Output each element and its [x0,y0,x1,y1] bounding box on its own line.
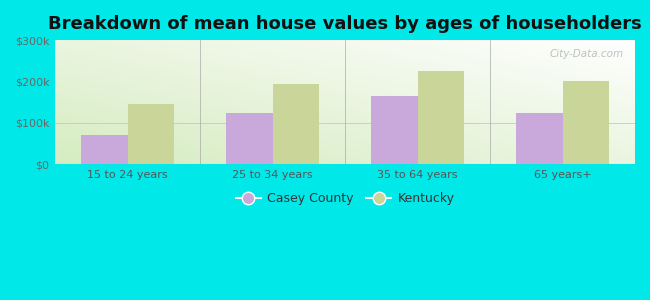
Legend: Casey County, Kentucky: Casey County, Kentucky [231,187,460,210]
Bar [127,104,174,164]
Text: City-Data.com: City-Data.com [549,49,623,59]
Bar [272,84,319,164]
Bar [371,96,417,164]
Bar [562,82,609,164]
Bar [516,112,562,164]
Title: Breakdown of mean house values by ages of householders: Breakdown of mean house values by ages o… [48,15,642,33]
Bar [226,112,272,164]
Bar [417,71,464,164]
Bar [81,135,127,164]
